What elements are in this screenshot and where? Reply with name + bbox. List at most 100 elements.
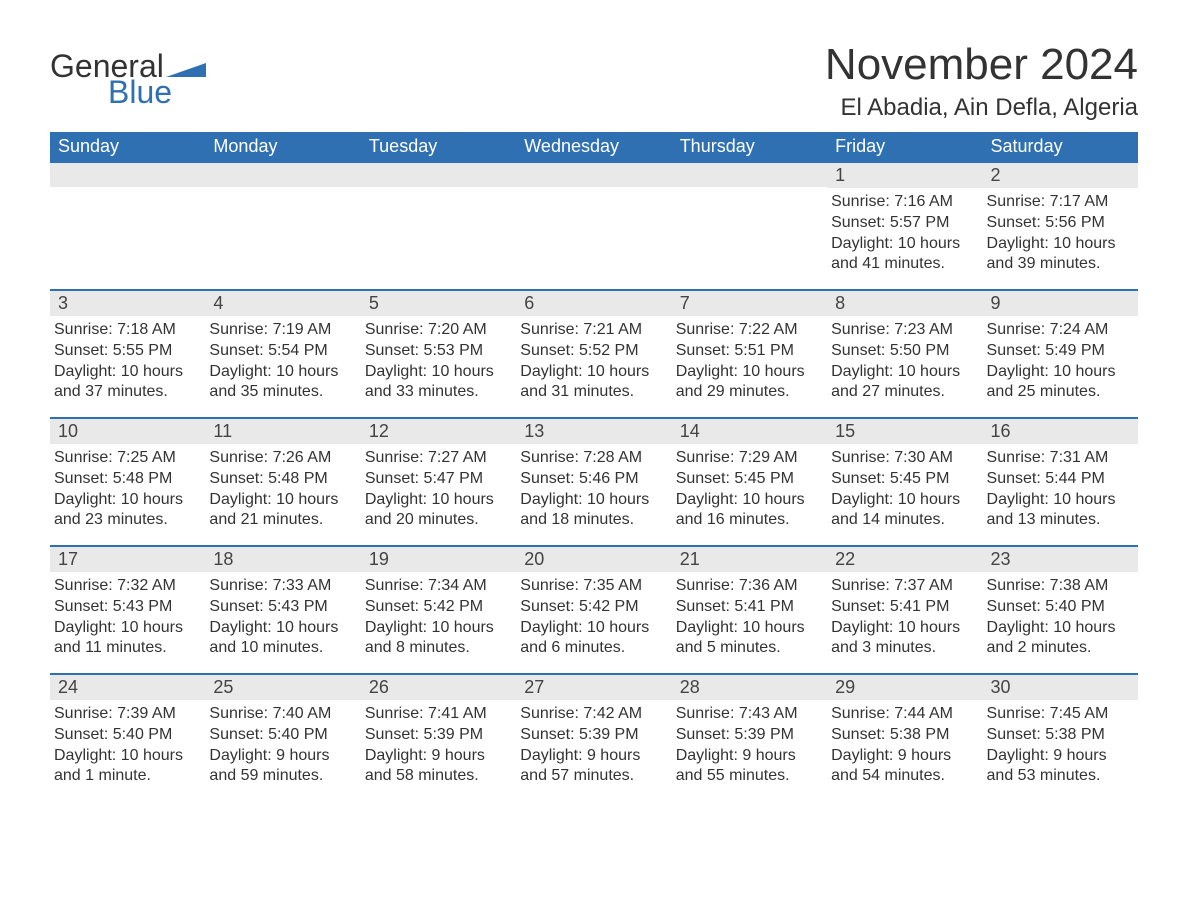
calendar-day-cell: 14Sunrise: 7:29 AMSunset: 5:45 PMDayligh… xyxy=(672,417,827,545)
day-number: 6 xyxy=(516,291,671,316)
day-details: Sunrise: 7:26 AMSunset: 5:48 PMDaylight:… xyxy=(205,444,360,537)
daylight-text: Daylight: 10 hours and 23 minutes. xyxy=(54,490,197,532)
sunset-text: Sunset: 5:42 PM xyxy=(520,597,663,618)
calendar-day-cell: 24Sunrise: 7:39 AMSunset: 5:40 PMDayligh… xyxy=(50,673,205,801)
month-title: November 2024 xyxy=(825,40,1138,90)
calendar-day-cell: 12Sunrise: 7:27 AMSunset: 5:47 PMDayligh… xyxy=(361,417,516,545)
day-cell-inner: 6Sunrise: 7:21 AMSunset: 5:52 PMDaylight… xyxy=(516,289,671,409)
sunset-text: Sunset: 5:40 PM xyxy=(54,725,197,746)
calendar-header-row: SundayMondayTuesdayWednesdayThursdayFrid… xyxy=(50,132,1138,161)
day-cell-inner: 22Sunrise: 7:37 AMSunset: 5:41 PMDayligh… xyxy=(827,545,982,665)
day-number: 10 xyxy=(50,419,205,444)
sunset-text: Sunset: 5:52 PM xyxy=(520,341,663,362)
day-cell-inner: 9Sunrise: 7:24 AMSunset: 5:49 PMDaylight… xyxy=(983,289,1138,409)
day-details: Sunrise: 7:41 AMSunset: 5:39 PMDaylight:… xyxy=(361,700,516,793)
sunrise-text: Sunrise: 7:33 AM xyxy=(209,576,352,597)
sunset-text: Sunset: 5:49 PM xyxy=(987,341,1130,362)
sunset-text: Sunset: 5:45 PM xyxy=(831,469,974,490)
daylight-text: Daylight: 10 hours and 25 minutes. xyxy=(987,362,1130,404)
sunset-text: Sunset: 5:39 PM xyxy=(676,725,819,746)
daylight-text: Daylight: 10 hours and 16 minutes. xyxy=(676,490,819,532)
title-block: November 2024 El Abadia, Ain Defla, Alge… xyxy=(825,40,1138,122)
daylight-text: Daylight: 10 hours and 6 minutes. xyxy=(520,618,663,660)
day-details: Sunrise: 7:40 AMSunset: 5:40 PMDaylight:… xyxy=(205,700,360,793)
day-number: 11 xyxy=(205,419,360,444)
day-cell-inner: 2Sunrise: 7:17 AMSunset: 5:56 PMDaylight… xyxy=(983,161,1138,281)
sunset-text: Sunset: 5:55 PM xyxy=(54,341,197,362)
daylight-text: Daylight: 10 hours and 2 minutes. xyxy=(987,618,1130,660)
day-details: Sunrise: 7:21 AMSunset: 5:52 PMDaylight:… xyxy=(516,316,671,409)
sunset-text: Sunset: 5:47 PM xyxy=(365,469,508,490)
sunrise-text: Sunrise: 7:32 AM xyxy=(54,576,197,597)
sunset-text: Sunset: 5:46 PM xyxy=(520,469,663,490)
calendar-empty-cell xyxy=(361,161,516,289)
calendar-empty-cell xyxy=(205,161,360,289)
sunset-text: Sunset: 5:50 PM xyxy=(831,341,974,362)
empty-day-bar xyxy=(672,161,827,187)
day-number: 22 xyxy=(827,547,982,572)
daylight-text: Daylight: 10 hours and 14 minutes. xyxy=(831,490,974,532)
day-cell-inner: 23Sunrise: 7:38 AMSunset: 5:40 PMDayligh… xyxy=(983,545,1138,665)
calendar-day-cell: 18Sunrise: 7:33 AMSunset: 5:43 PMDayligh… xyxy=(205,545,360,673)
calendar-body: 1Sunrise: 7:16 AMSunset: 5:57 PMDaylight… xyxy=(50,161,1138,801)
calendar-page: General Blue November 2024 El Abadia, Ai… xyxy=(0,0,1188,831)
sunset-text: Sunset: 5:43 PM xyxy=(209,597,352,618)
day-details: Sunrise: 7:34 AMSunset: 5:42 PMDaylight:… xyxy=(361,572,516,665)
daylight-text: Daylight: 10 hours and 39 minutes. xyxy=(987,234,1130,276)
day-cell-inner: 10Sunrise: 7:25 AMSunset: 5:48 PMDayligh… xyxy=(50,417,205,537)
daylight-text: Daylight: 10 hours and 5 minutes. xyxy=(676,618,819,660)
day-number: 5 xyxy=(361,291,516,316)
calendar-day-cell: 8Sunrise: 7:23 AMSunset: 5:50 PMDaylight… xyxy=(827,289,982,417)
empty-day-bar xyxy=(361,161,516,187)
day-details: Sunrise: 7:25 AMSunset: 5:48 PMDaylight:… xyxy=(50,444,205,537)
sunrise-text: Sunrise: 7:21 AM xyxy=(520,320,663,341)
day-number: 30 xyxy=(983,675,1138,700)
day-details: Sunrise: 7:27 AMSunset: 5:47 PMDaylight:… xyxy=(361,444,516,537)
sunrise-text: Sunrise: 7:40 AM xyxy=(209,704,352,725)
day-details: Sunrise: 7:20 AMSunset: 5:53 PMDaylight:… xyxy=(361,316,516,409)
day-number: 3 xyxy=(50,291,205,316)
day-number: 7 xyxy=(672,291,827,316)
calendar-day-cell: 20Sunrise: 7:35 AMSunset: 5:42 PMDayligh… xyxy=(516,545,671,673)
sunrise-text: Sunrise: 7:42 AM xyxy=(520,704,663,725)
day-cell-inner: 15Sunrise: 7:30 AMSunset: 5:45 PMDayligh… xyxy=(827,417,982,537)
daylight-text: Daylight: 10 hours and 1 minute. xyxy=(54,746,197,788)
location-subtitle: El Abadia, Ain Defla, Algeria xyxy=(825,94,1138,122)
sunrise-text: Sunrise: 7:19 AM xyxy=(209,320,352,341)
day-details: Sunrise: 7:45 AMSunset: 5:38 PMDaylight:… xyxy=(983,700,1138,793)
calendar-empty-cell xyxy=(672,161,827,289)
sunset-text: Sunset: 5:44 PM xyxy=(987,469,1130,490)
sunrise-text: Sunrise: 7:27 AM xyxy=(365,448,508,469)
calendar-week-row: 24Sunrise: 7:39 AMSunset: 5:40 PMDayligh… xyxy=(50,673,1138,801)
day-number: 12 xyxy=(361,419,516,444)
brand-word-blue: Blue xyxy=(108,76,172,108)
sunrise-text: Sunrise: 7:36 AM xyxy=(676,576,819,597)
day-details: Sunrise: 7:24 AMSunset: 5:49 PMDaylight:… xyxy=(983,316,1138,409)
calendar-day-cell: 17Sunrise: 7:32 AMSunset: 5:43 PMDayligh… xyxy=(50,545,205,673)
day-number: 2 xyxy=(983,163,1138,188)
daylight-text: Daylight: 10 hours and 29 minutes. xyxy=(676,362,819,404)
weekday-header: Monday xyxy=(205,132,360,161)
sunset-text: Sunset: 5:40 PM xyxy=(209,725,352,746)
sunset-text: Sunset: 5:38 PM xyxy=(831,725,974,746)
day-number: 8 xyxy=(827,291,982,316)
sunrise-text: Sunrise: 7:31 AM xyxy=(987,448,1130,469)
calendar-week-row: 3Sunrise: 7:18 AMSunset: 5:55 PMDaylight… xyxy=(50,289,1138,417)
day-cell-inner: 1Sunrise: 7:16 AMSunset: 5:57 PMDaylight… xyxy=(827,161,982,281)
sunrise-text: Sunrise: 7:38 AM xyxy=(987,576,1130,597)
empty-day-bar xyxy=(516,161,671,187)
sunrise-text: Sunrise: 7:23 AM xyxy=(831,320,974,341)
calendar-day-cell: 28Sunrise: 7:43 AMSunset: 5:39 PMDayligh… xyxy=(672,673,827,801)
day-cell-inner: 21Sunrise: 7:36 AMSunset: 5:41 PMDayligh… xyxy=(672,545,827,665)
day-cell-inner: 24Sunrise: 7:39 AMSunset: 5:40 PMDayligh… xyxy=(50,673,205,793)
day-details: Sunrise: 7:23 AMSunset: 5:50 PMDaylight:… xyxy=(827,316,982,409)
calendar-day-cell: 2Sunrise: 7:17 AMSunset: 5:56 PMDaylight… xyxy=(983,161,1138,289)
day-cell-inner: 27Sunrise: 7:42 AMSunset: 5:39 PMDayligh… xyxy=(516,673,671,793)
page-header: General Blue November 2024 El Abadia, Ai… xyxy=(50,40,1138,122)
day-details: Sunrise: 7:29 AMSunset: 5:45 PMDaylight:… xyxy=(672,444,827,537)
sunset-text: Sunset: 5:42 PM xyxy=(365,597,508,618)
sunrise-text: Sunrise: 7:17 AM xyxy=(987,192,1130,213)
day-details: Sunrise: 7:28 AMSunset: 5:46 PMDaylight:… xyxy=(516,444,671,537)
day-cell-inner: 16Sunrise: 7:31 AMSunset: 5:44 PMDayligh… xyxy=(983,417,1138,537)
day-details: Sunrise: 7:36 AMSunset: 5:41 PMDaylight:… xyxy=(672,572,827,665)
